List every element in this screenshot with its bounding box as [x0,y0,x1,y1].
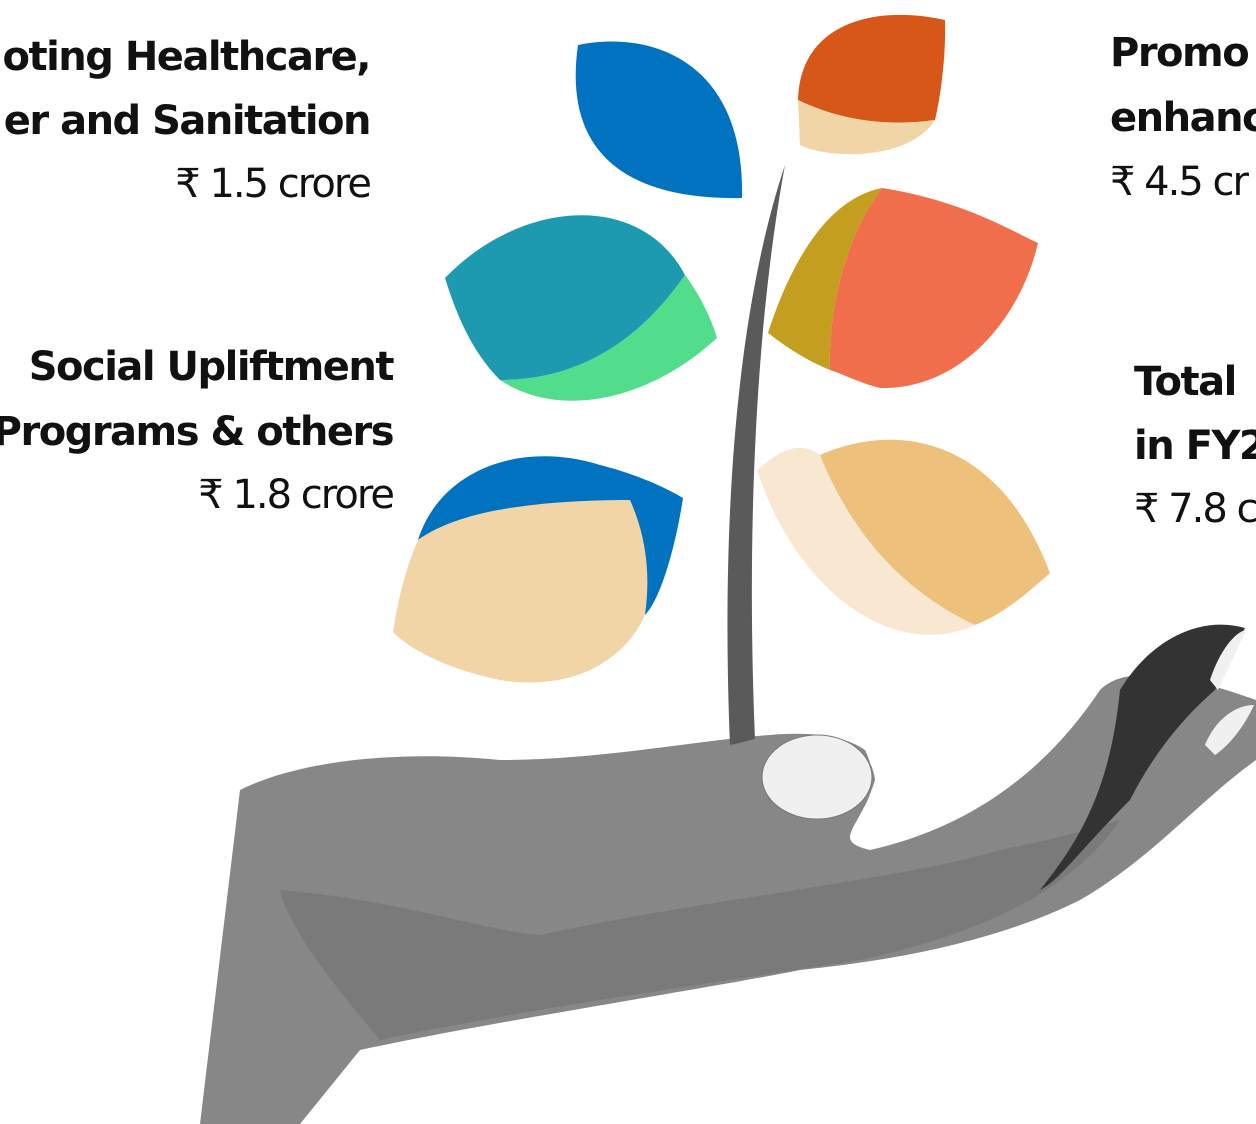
hand-shadow [280,820,1120,1040]
leaf [798,100,935,155]
leaf [418,456,683,615]
leaf [768,188,882,370]
fingernail [1210,630,1246,690]
label-title: Total [1134,359,1236,405]
label-amount: ₹ 7.8 c [1134,486,1256,532]
label-title: in FY2 [1134,423,1256,469]
leaf [820,439,1050,625]
hand [200,674,1256,1124]
leaf [393,500,648,683]
fingernail [1205,705,1254,755]
label-amount: ₹ 1.8 crore [198,472,393,518]
leaf [757,447,975,635]
finger-dark [1040,624,1245,890]
stem [727,165,785,745]
thumbnail [761,734,873,820]
leaf [829,188,1038,389]
label-title: er and Sanitation [4,98,370,144]
leaf [575,41,743,199]
leaf [500,275,717,401]
label-title: Promo [1110,30,1248,76]
label-title: enhanc [1110,95,1256,141]
label-amount: ₹ 4.5 cr [1110,159,1249,205]
label-title: Social Upliftment [29,344,395,390]
leaf [445,215,685,380]
label-title: oting Healthcare, [2,34,370,80]
leaf [798,14,946,123]
label-amount: ₹ 1.5 crore [175,161,370,207]
label-title: Programs & others [0,409,393,455]
